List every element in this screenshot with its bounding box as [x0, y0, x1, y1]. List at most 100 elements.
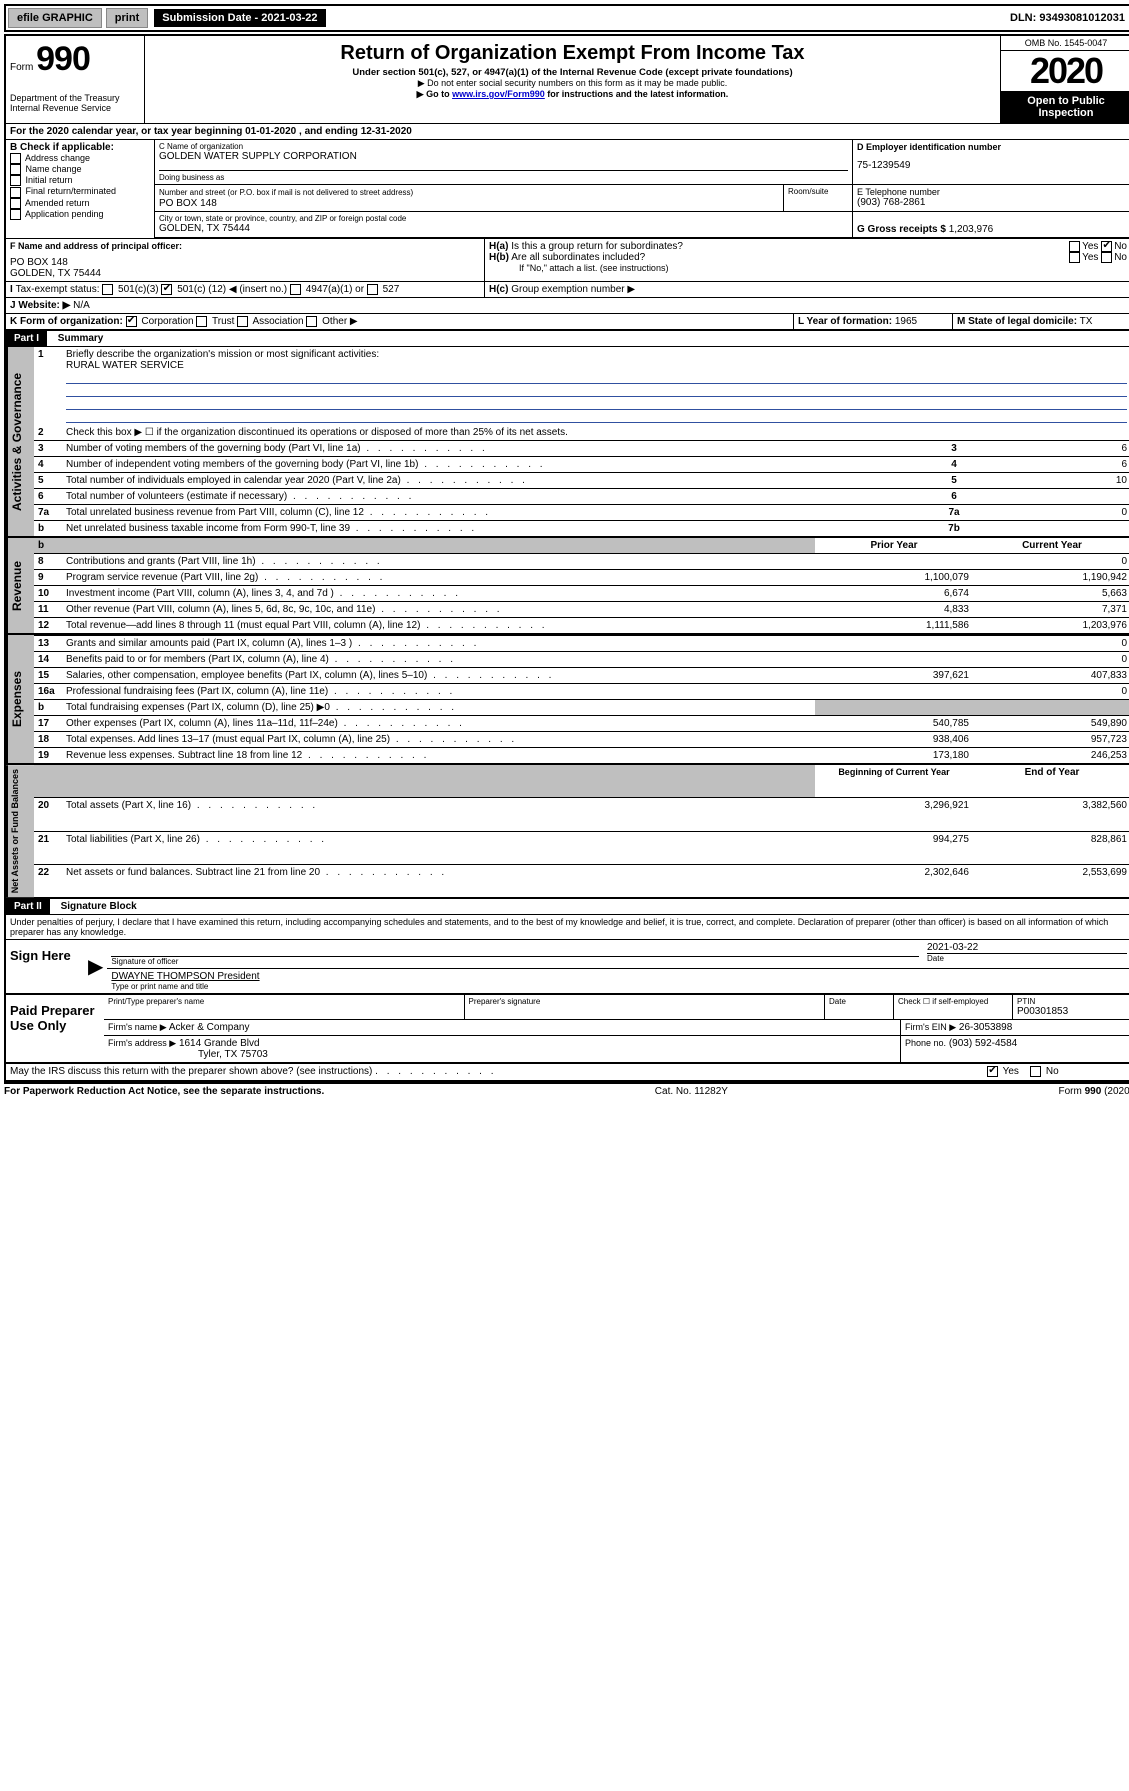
summary-line-22: 22Net assets or fund balances. Subtract … [34, 865, 1129, 898]
hb-yes[interactable] [1069, 252, 1080, 263]
entity-block: B Check if applicable: Address change Na… [6, 140, 1129, 239]
k-corp-label: Corporation [141, 316, 193, 327]
firm-addr2: Tyler, TX 75703 [108, 1049, 268, 1060]
box-f-label: F Name and address of principal officer: [10, 241, 480, 251]
k-trust[interactable] [196, 316, 207, 327]
dln: DLN: 93493081012031 [1010, 12, 1129, 24]
summary-line-13: 13Grants and similar amounts paid (Part … [34, 636, 1129, 652]
vert-revenue: Revenue [6, 538, 34, 633]
officer-addr2: GOLDEN, TX 75444 [10, 268, 480, 279]
box-d-label: D Employer identification number [857, 142, 1127, 152]
phone-label: Phone no. [905, 1038, 946, 1048]
ptin: P00301853 [1017, 1006, 1127, 1017]
opt-501c-pre: 501(c) ( [177, 284, 211, 295]
col-prior: Prior Year [815, 538, 973, 554]
box-l-label: L Year of formation: [798, 316, 892, 327]
submission-date: Submission Date - 2021-03-22 [154, 9, 325, 27]
website-label: Website: ▶ [18, 300, 70, 311]
sig-officer-label: Signature of officer [111, 956, 919, 966]
summary-line-9: 9Program service revenue (Part VIII, lin… [34, 570, 1129, 586]
discuss-text: May the IRS discuss this return with the… [10, 1066, 372, 1077]
ha-yes[interactable] [1069, 241, 1080, 252]
efile-button[interactable]: efile GRAPHIC [8, 8, 102, 28]
discuss-yes[interactable] [987, 1066, 998, 1077]
website-value: N/A [73, 300, 90, 311]
box-b-item: Name change [10, 164, 150, 175]
col-end: End of Year [973, 765, 1129, 798]
summary-line-b: bTotal fundraising expenses (Part IX, co… [34, 700, 1129, 716]
phone: (903) 768-2861 [857, 197, 1127, 208]
dept-treasury: Department of the Treasury [10, 93, 140, 103]
box-b-item: Initial return [10, 175, 150, 186]
hb-no[interactable] [1101, 252, 1112, 263]
sig-date: 2021-03-22 [927, 942, 1127, 953]
top-bar: efile GRAPHIC print Submission Date - 20… [4, 4, 1129, 32]
summary-line-4: 4Number of independent voting members of… [34, 457, 1129, 473]
ptin-label: PTIN [1017, 997, 1127, 1006]
prep-date-label: Date [825, 995, 894, 1019]
501c3-check[interactable] [102, 284, 113, 295]
prep-name-label: Print/Type preparer's name [104, 995, 465, 1019]
q2: Check this box ▶ ☐ if the organization d… [62, 425, 1129, 441]
room-label: Room/suite [784, 185, 853, 211]
k-assoc[interactable] [237, 316, 248, 327]
firm-addr-label: Firm's address ▶ [108, 1038, 176, 1048]
k-corp[interactable] [126, 316, 137, 327]
k-assoc-label: Association [252, 316, 303, 327]
part2-title: Part II [6, 899, 50, 914]
box-b-check[interactable] [10, 153, 21, 164]
box-b-check[interactable] [10, 209, 21, 220]
summary-section: Activities & Governance 1 Briefly descri… [6, 347, 1129, 536]
form-note1: ▶ Do not enter social security numbers o… [153, 78, 992, 89]
state-domicile: TX [1080, 316, 1093, 327]
dba-label: Doing business as [159, 170, 848, 182]
box-b-check[interactable] [10, 187, 21, 198]
note2-post: for instructions and the latest informat… [545, 89, 729, 99]
4947-check[interactable] [290, 284, 301, 295]
q1-answer: RURAL WATER SERVICE [66, 360, 184, 371]
q1: Briefly describe the organization's miss… [66, 349, 379, 360]
note2-pre: ▶ Go to [417, 89, 452, 99]
discuss-no[interactable] [1030, 1066, 1041, 1077]
gross-receipts: 1,203,976 [949, 224, 994, 235]
footer-left: For Paperwork Reduction Act Notice, see … [4, 1086, 324, 1097]
tax-status-label: Tax-exempt status: [16, 284, 100, 295]
street: PO BOX 148 [159, 198, 779, 209]
summary-line-11: 11Other revenue (Part VIII, column (A), … [34, 602, 1129, 618]
form-number: 990 [36, 40, 90, 78]
hc-text: Group exemption number ▶ [511, 284, 635, 295]
box-b-check[interactable] [10, 198, 21, 209]
form990-link[interactable]: www.irs.gov/Form990 [452, 89, 545, 99]
box-k-label: K Form of organization: [10, 316, 123, 327]
org-name: GOLDEN WATER SUPPLY CORPORATION [159, 151, 848, 162]
type-name-label: Type or print name and title [111, 982, 1127, 991]
box-b-item: Address change [10, 153, 150, 164]
city-label: City or town, state or province, country… [159, 214, 848, 223]
summary-line-14: 14Benefits paid to or for members (Part … [34, 652, 1129, 668]
527-check[interactable] [367, 284, 378, 295]
501c-number: 12 [212, 284, 223, 295]
k-other[interactable] [306, 316, 317, 327]
ein: 75-1239549 [857, 160, 1127, 171]
print-button[interactable]: print [106, 8, 148, 28]
prep-sig-label: Preparer's signature [465, 995, 826, 1019]
ha-no[interactable] [1101, 241, 1112, 252]
summary-line-17: 17Other expenses (Part IX, column (A), l… [34, 716, 1129, 732]
firm-addr1: 1614 Grande Blvd [179, 1038, 260, 1049]
opt-501c3: 501(c)(3) [118, 284, 159, 295]
line-a: For the 2020 calendar year, or tax year … [6, 124, 416, 139]
summary-line-19: 19Revenue less expenses. Subtract line 1… [34, 748, 1129, 764]
summary-line-16a: 16aProfessional fundraising fees (Part I… [34, 684, 1129, 700]
open-to-public: Open to Public Inspection [1001, 91, 1129, 123]
summary-line-20: 20Total assets (Part X, line 16)3,296,92… [34, 798, 1129, 832]
501c-check[interactable] [161, 284, 172, 295]
part1-subtitle: Summary [50, 333, 104, 344]
footer-right: Form 990 (2020) [1059, 1086, 1129, 1097]
form-header: Form 990 Department of the Treasury Inte… [6, 36, 1129, 124]
box-b-check[interactable] [10, 164, 21, 175]
firm-name-label: Firm's name ▶ [108, 1022, 167, 1032]
box-b-title: B Check if applicable: [10, 142, 150, 153]
summary-line-18: 18Total expenses. Add lines 13–17 (must … [34, 732, 1129, 748]
part1-title: Part I [6, 331, 47, 346]
box-b-check[interactable] [10, 175, 21, 186]
